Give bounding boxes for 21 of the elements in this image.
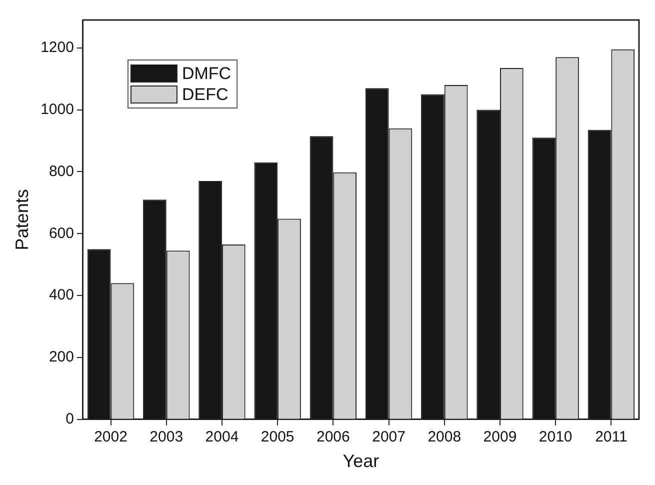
x-tick-label: 2003 [150, 428, 184, 446]
y-tick-label: 800 [48, 162, 74, 180]
x-tick-label: 2007 [372, 428, 406, 446]
y-tick-label: 600 [48, 224, 74, 242]
y-tick-label: 1200 [40, 39, 74, 56]
x-axis-title: Year [342, 451, 380, 472]
x-tick-label: 2008 [428, 428, 462, 446]
x-tick-label: 2002 [94, 428, 128, 446]
y-tick-label: 400 [48, 286, 74, 304]
y-tick-label: 1000 [40, 100, 74, 118]
x-tick-label: 2010 [538, 428, 572, 446]
y-tick-label: 0 [66, 410, 74, 428]
x-tick-label: 2004 [205, 428, 239, 446]
legend-label: DEFC [182, 85, 228, 104]
x-tick-label: 2011 [595, 428, 628, 446]
x-tick-label: 2005 [260, 428, 294, 446]
y-axis-title: Patents [12, 189, 32, 250]
y-tick-label: 200 [48, 348, 74, 366]
x-tick-label: 2009 [483, 428, 517, 446]
legend-label: DMFC [182, 64, 232, 84]
x-tick-label: 2006 [316, 428, 350, 446]
